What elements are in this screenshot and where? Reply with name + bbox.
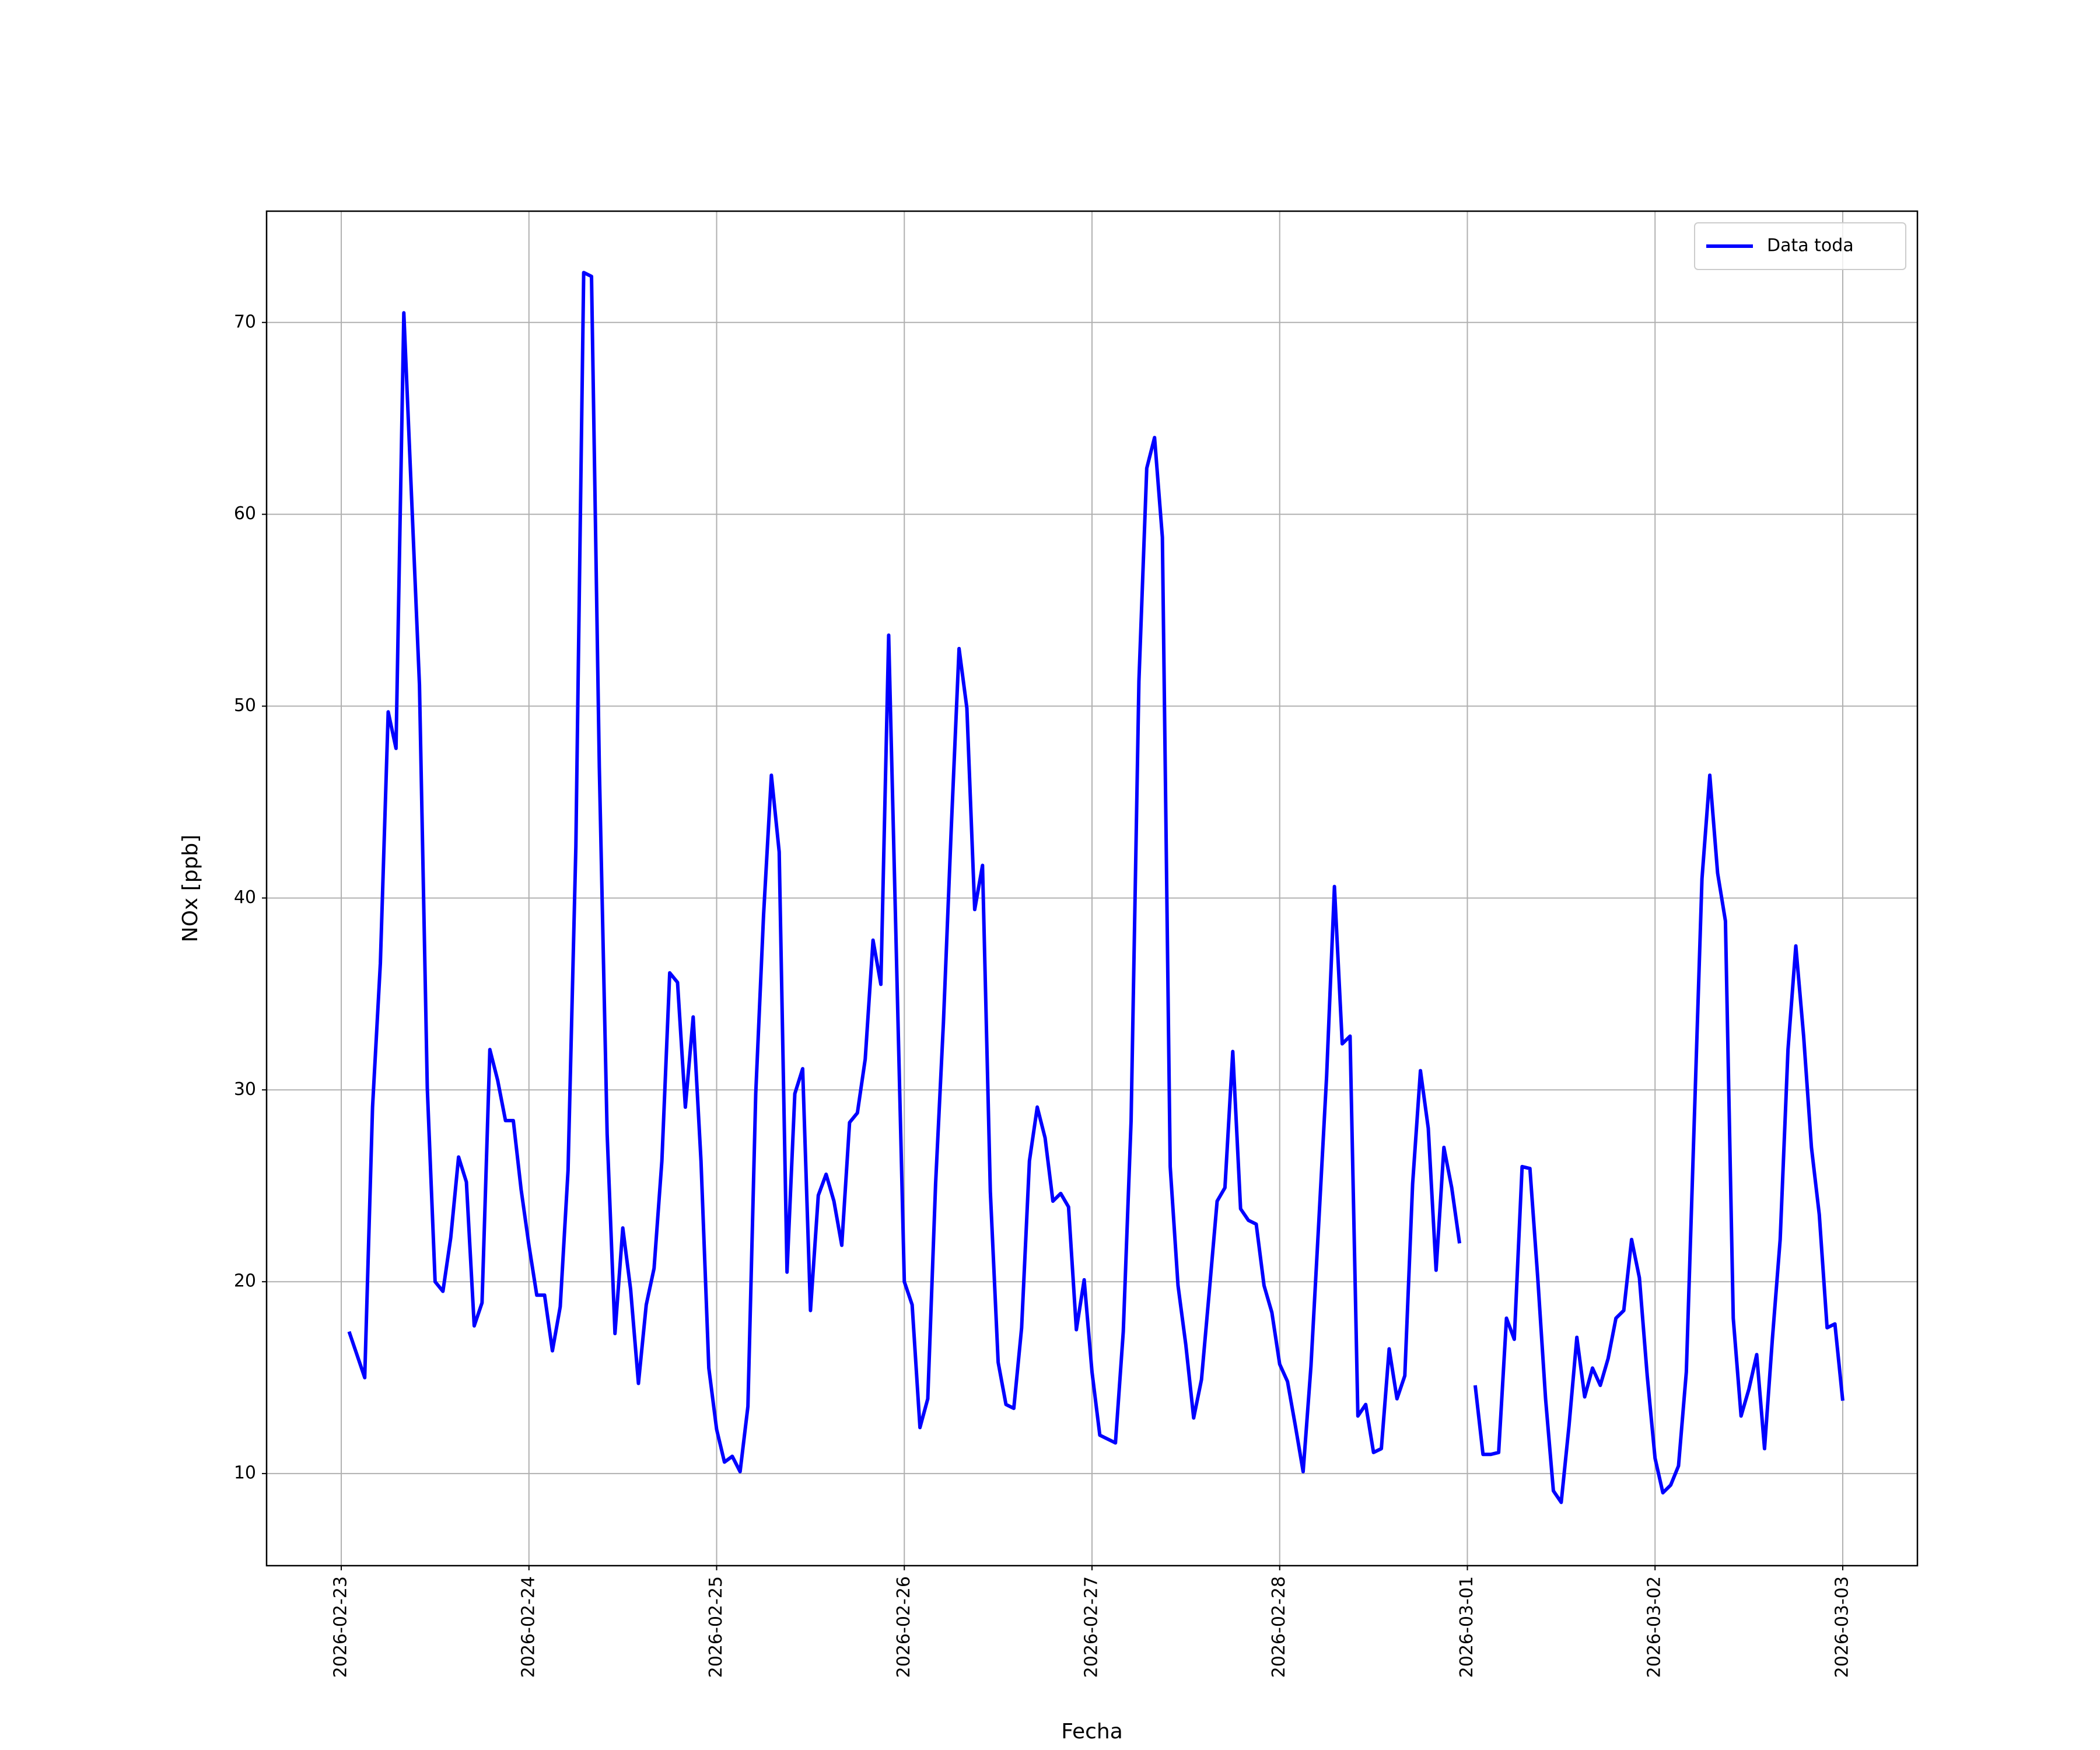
- y-tick-label: 40: [234, 887, 256, 908]
- legend-box: [1694, 222, 1906, 270]
- x-tick-label: 2026-02-26: [894, 1576, 914, 1678]
- x-tick-label: 2026-02-24: [518, 1576, 538, 1678]
- x-tick-label: 2026-03-01: [1457, 1576, 1477, 1678]
- legend-label: Data toda: [1767, 236, 1854, 256]
- y-tick-label: 20: [234, 1271, 256, 1292]
- x-tick-label: 2026-02-23: [331, 1576, 351, 1678]
- data-line: [347, 271, 1845, 1504]
- plot-frame: [265, 210, 1919, 1567]
- y-tick-label: 30: [234, 1079, 256, 1100]
- x-tick-label: 2026-02-27: [1082, 1576, 1102, 1678]
- y-axis-label: NOx [ppb]: [178, 835, 202, 943]
- y-tick-label: 10: [234, 1463, 256, 1483]
- y-tick-label: 70: [234, 312, 256, 332]
- x-tick-label: 2026-03-03: [1832, 1576, 1852, 1678]
- x-tick-label: 2026-02-25: [706, 1576, 726, 1678]
- x-tick-label: 2026-02-28: [1269, 1576, 1289, 1678]
- y-tick-label: 50: [234, 695, 256, 716]
- x-tick-label: 2026-03-02: [1644, 1576, 1665, 1678]
- y-tick-label: 60: [234, 503, 256, 524]
- x-axis-label: Fecha: [1061, 1720, 1123, 1744]
